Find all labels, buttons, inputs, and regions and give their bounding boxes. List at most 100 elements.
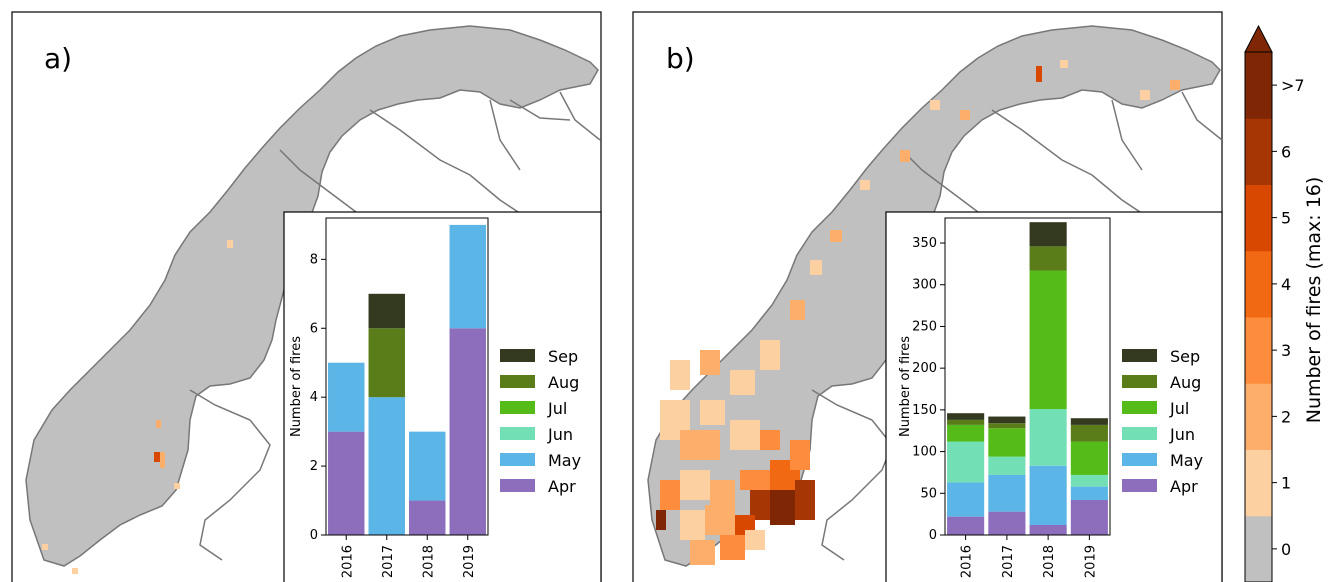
fire-cell bbox=[156, 420, 161, 428]
bar-may-2016 bbox=[328, 362, 365, 432]
colorbar-tick-label: 6 bbox=[1281, 142, 1291, 161]
y-tick-label: 50 bbox=[920, 486, 937, 501]
x-tick-label: 2017 bbox=[1001, 545, 1016, 578]
colorbar-tick-label: >7 bbox=[1281, 76, 1305, 95]
x-tick-label: 2018 bbox=[1042, 545, 1057, 578]
bar-sep-2017 bbox=[368, 293, 405, 329]
colorbar-bin-6 bbox=[1245, 118, 1272, 185]
colorbar-bin-3 bbox=[1245, 317, 1272, 384]
bar-apr-2019 bbox=[1070, 499, 1108, 535]
bar-apr-2016 bbox=[947, 516, 985, 535]
legend-swatch-aug bbox=[1122, 375, 1157, 388]
fire-cell bbox=[154, 452, 160, 462]
bar-may-2018 bbox=[1029, 465, 1067, 525]
bar-apr-2016 bbox=[328, 431, 365, 535]
x-tick-label: 2019 bbox=[462, 545, 477, 578]
legend-label-jun: Jun bbox=[547, 425, 573, 444]
bar-sep-2016 bbox=[947, 413, 985, 420]
fire-cell bbox=[72, 568, 78, 574]
bar-apr-2019 bbox=[449, 328, 486, 535]
inset-chart-a: 0 2 4 6 8 2016 2017 2018 2019 Number of fires Sep A… bbox=[283, 211, 602, 582]
bar-sep-2019 bbox=[1070, 418, 1108, 425]
y-tick-label: 0 bbox=[929, 528, 937, 543]
bar-aug-2018 bbox=[1029, 246, 1067, 271]
colorbar: Number of fires (max: 16) 0 1 2 3 4 5 6 >7 bbox=[1244, 24, 1325, 582]
legend-swatch-sep bbox=[500, 349, 535, 362]
bar-jul-2018 bbox=[1029, 270, 1067, 410]
y-axis-label: Number of fires bbox=[898, 336, 913, 437]
bar-jul-2017 bbox=[988, 428, 1026, 457]
colorbar-tick-label: 4 bbox=[1281, 275, 1291, 294]
bar-may-2016 bbox=[947, 482, 985, 517]
legend-swatch-jun bbox=[1122, 427, 1157, 440]
colorbar-tick-label: 5 bbox=[1281, 209, 1291, 228]
bar-jul-2019 bbox=[1070, 441, 1108, 475]
bar-sep-2017 bbox=[988, 416, 1026, 424]
colorbar-label: Number of fires (max: 16) bbox=[1303, 177, 1325, 424]
border-lines bbox=[189, 91, 601, 561]
bar-jun-2019 bbox=[1070, 474, 1108, 487]
bar-may-2019 bbox=[1070, 486, 1108, 500]
x-tick-label: 2016 bbox=[960, 545, 975, 578]
y-axis-label: Number of fires bbox=[289, 336, 304, 437]
legend-swatch-jul bbox=[500, 401, 535, 414]
colorbar-tick-label: 3 bbox=[1281, 341, 1291, 360]
bar-sep-2018 bbox=[1029, 222, 1067, 247]
border-lines bbox=[811, 91, 1223, 561]
colorbar-bin-5 bbox=[1245, 184, 1272, 252]
y-tick-label: 200 bbox=[912, 361, 937, 376]
legend-label-jun: Jun bbox=[1169, 425, 1195, 444]
bar-may-2017 bbox=[988, 474, 1026, 512]
bar-may-2017 bbox=[368, 397, 405, 535]
panel-a-label: a) bbox=[44, 42, 72, 75]
bar-aug-2019 bbox=[1070, 424, 1108, 442]
colorbar-tick-label: 0 bbox=[1281, 540, 1291, 559]
legend-label-jul: Jul bbox=[547, 399, 567, 418]
y-tick-label: 2 bbox=[310, 459, 318, 474]
x-tick-label: 2016 bbox=[340, 545, 355, 578]
panel-b: 0 50 100 150 200 250 300 350 2016 2017 2018 2019 Num… bbox=[632, 11, 1223, 582]
panel-a: 0 2 4 6 8 2016 2017 2018 2019 Number of fires Sep A… bbox=[11, 11, 602, 582]
panel-a-map bbox=[25, 25, 601, 574]
y-tick-label: 6 bbox=[310, 321, 318, 336]
y-tick-label: 8 bbox=[310, 252, 318, 267]
norway-land bbox=[647, 25, 1221, 567]
colorbar-tick-label: 2 bbox=[1281, 407, 1291, 426]
bar-jun-2018 bbox=[1029, 409, 1067, 466]
fire-cell bbox=[174, 483, 180, 489]
bar-jul-2016 bbox=[947, 424, 985, 442]
legend-swatch-aug bbox=[500, 375, 535, 388]
legend-swatch-jul bbox=[1122, 401, 1157, 414]
colorbar-bin-0 bbox=[1245, 515, 1272, 582]
legend-label-aug: Aug bbox=[548, 373, 579, 392]
x-tick-label: 2019 bbox=[1083, 545, 1098, 578]
plot-frame bbox=[325, 217, 489, 536]
x-tick-label: 2018 bbox=[421, 545, 436, 578]
legend-label-aug: Aug bbox=[1170, 373, 1201, 392]
legend-label-jul: Jul bbox=[1169, 399, 1189, 418]
y-tick-label: 100 bbox=[912, 445, 937, 460]
bar-aug-2017 bbox=[368, 328, 405, 398]
colorbar-bin-1 bbox=[1245, 449, 1272, 517]
legend-label-sep: Sep bbox=[548, 347, 578, 366]
y-tick-label: 0 bbox=[310, 528, 318, 543]
fire-cells bbox=[656, 60, 1180, 565]
x-tick-label: 2017 bbox=[381, 545, 396, 578]
legend-swatch-apr bbox=[1122, 479, 1157, 492]
colorbar-bin-2 bbox=[1245, 383, 1272, 450]
y-tick-label: 300 bbox=[912, 278, 937, 293]
plot-frame bbox=[944, 217, 1111, 536]
panel-b-map bbox=[647, 25, 1223, 567]
legend-swatch-may bbox=[500, 453, 535, 466]
bar-jun-2016 bbox=[947, 441, 985, 483]
legend-label-may: May bbox=[1170, 451, 1203, 470]
fire-cell bbox=[42, 544, 48, 550]
fire-cell bbox=[160, 452, 165, 468]
colorbar-bin-4 bbox=[1245, 250, 1272, 318]
colorbar-extend-arrow bbox=[1244, 24, 1273, 53]
bar-jun-2017 bbox=[988, 456, 1026, 475]
bar-apr-2018 bbox=[1029, 524, 1067, 535]
norway-land bbox=[25, 25, 599, 567]
panel-b-label: b) bbox=[666, 42, 695, 75]
